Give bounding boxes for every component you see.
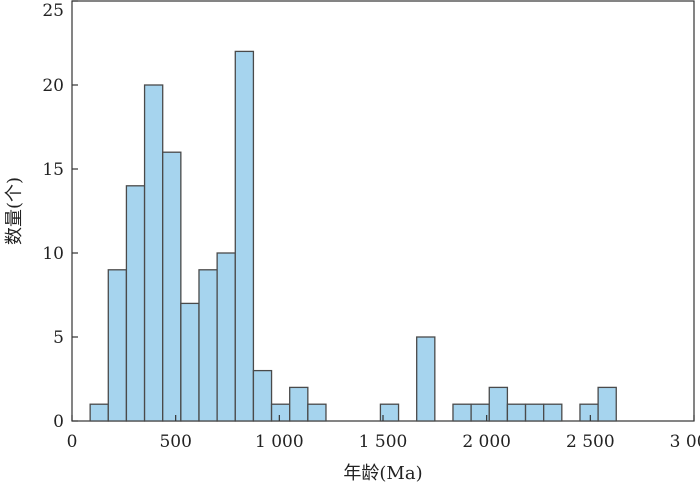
histogram-bar-5 bbox=[180, 302, 200, 422]
bars-group bbox=[89, 50, 617, 422]
histogram-bar-1 bbox=[107, 269, 128, 422]
histogram-bar-0 bbox=[89, 403, 109, 422]
x-tick-label: 2 500 bbox=[566, 432, 615, 452]
histogram-bar-20 bbox=[543, 403, 563, 422]
y-tick-label: 20 bbox=[42, 76, 64, 96]
x-axis-ticks: 0 500 1 000 1 500 2 000 2 500 3 000 bbox=[67, 415, 700, 452]
y-tick-label: 25 bbox=[42, 1, 64, 21]
histogram-bar-13 bbox=[379, 403, 400, 422]
y-axis-title: 数量(个) bbox=[4, 177, 25, 245]
histogram-bar-3 bbox=[143, 84, 164, 422]
x-tick-label: 3 000 bbox=[670, 432, 700, 452]
y-axis-ticks: 0 5 10 15 20 25 bbox=[42, 0, 78, 432]
histogram-bar-12 bbox=[307, 403, 327, 422]
histogram-bar-9 bbox=[252, 369, 273, 422]
x-tick-label: 1 500 bbox=[359, 432, 408, 452]
histogram-bar-7 bbox=[216, 252, 236, 422]
x-tick-label: 500 bbox=[159, 432, 191, 452]
histogram-bar-15 bbox=[452, 403, 472, 422]
histogram-bar-21 bbox=[579, 403, 599, 422]
histogram-bar-11 bbox=[289, 386, 309, 422]
histogram-bar-19 bbox=[524, 403, 545, 422]
histogram-bar-8 bbox=[234, 50, 255, 422]
y-tick-label: 15 bbox=[42, 160, 64, 180]
y-tick-label: 0 bbox=[53, 412, 64, 432]
histogram-bar-22 bbox=[597, 386, 617, 422]
x-tick-label: 0 bbox=[67, 432, 78, 452]
histogram-bar-10 bbox=[270, 403, 291, 422]
histogram-bar-6 bbox=[198, 269, 218, 422]
histogram-bar-2 bbox=[125, 185, 146, 422]
histogram-bar-14 bbox=[416, 336, 436, 422]
y-tick-label: 5 bbox=[53, 328, 64, 348]
x-tick-label: 2 000 bbox=[462, 432, 511, 452]
histogram-bar-17 bbox=[488, 386, 509, 422]
histogram-bar-4 bbox=[162, 151, 182, 422]
histogram-bar-18 bbox=[506, 403, 527, 422]
x-tick-label: 1 000 bbox=[255, 432, 304, 452]
x-axis-title: 年龄(Ma) bbox=[343, 463, 422, 484]
y-tick-label: 10 bbox=[42, 244, 64, 264]
